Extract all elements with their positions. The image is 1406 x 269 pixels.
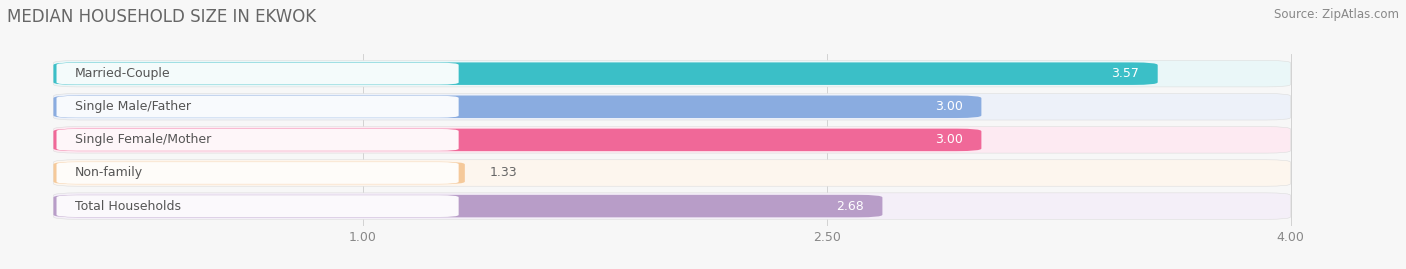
FancyBboxPatch shape: [53, 95, 981, 118]
FancyBboxPatch shape: [56, 63, 458, 84]
Text: 3.00: 3.00: [935, 100, 963, 113]
FancyBboxPatch shape: [56, 129, 458, 151]
FancyBboxPatch shape: [53, 61, 1291, 87]
FancyBboxPatch shape: [56, 195, 458, 217]
FancyBboxPatch shape: [53, 94, 1291, 120]
Text: Single Female/Mother: Single Female/Mother: [75, 133, 211, 146]
Text: 1.33: 1.33: [489, 167, 517, 179]
FancyBboxPatch shape: [53, 160, 1291, 186]
FancyBboxPatch shape: [53, 195, 883, 217]
FancyBboxPatch shape: [56, 162, 458, 184]
Text: Total Households: Total Households: [75, 200, 181, 213]
FancyBboxPatch shape: [53, 162, 465, 184]
Text: 3.57: 3.57: [1111, 67, 1139, 80]
FancyBboxPatch shape: [56, 96, 458, 118]
FancyBboxPatch shape: [53, 193, 1291, 219]
Text: Source: ZipAtlas.com: Source: ZipAtlas.com: [1274, 8, 1399, 21]
Text: Single Male/Father: Single Male/Father: [75, 100, 191, 113]
FancyBboxPatch shape: [53, 62, 1157, 85]
Text: Married-Couple: Married-Couple: [75, 67, 170, 80]
Text: MEDIAN HOUSEHOLD SIZE IN EKWOK: MEDIAN HOUSEHOLD SIZE IN EKWOK: [7, 8, 316, 26]
FancyBboxPatch shape: [53, 127, 1291, 153]
Text: 3.00: 3.00: [935, 133, 963, 146]
FancyBboxPatch shape: [53, 129, 981, 151]
Text: 2.68: 2.68: [837, 200, 863, 213]
Text: Non-family: Non-family: [75, 167, 143, 179]
